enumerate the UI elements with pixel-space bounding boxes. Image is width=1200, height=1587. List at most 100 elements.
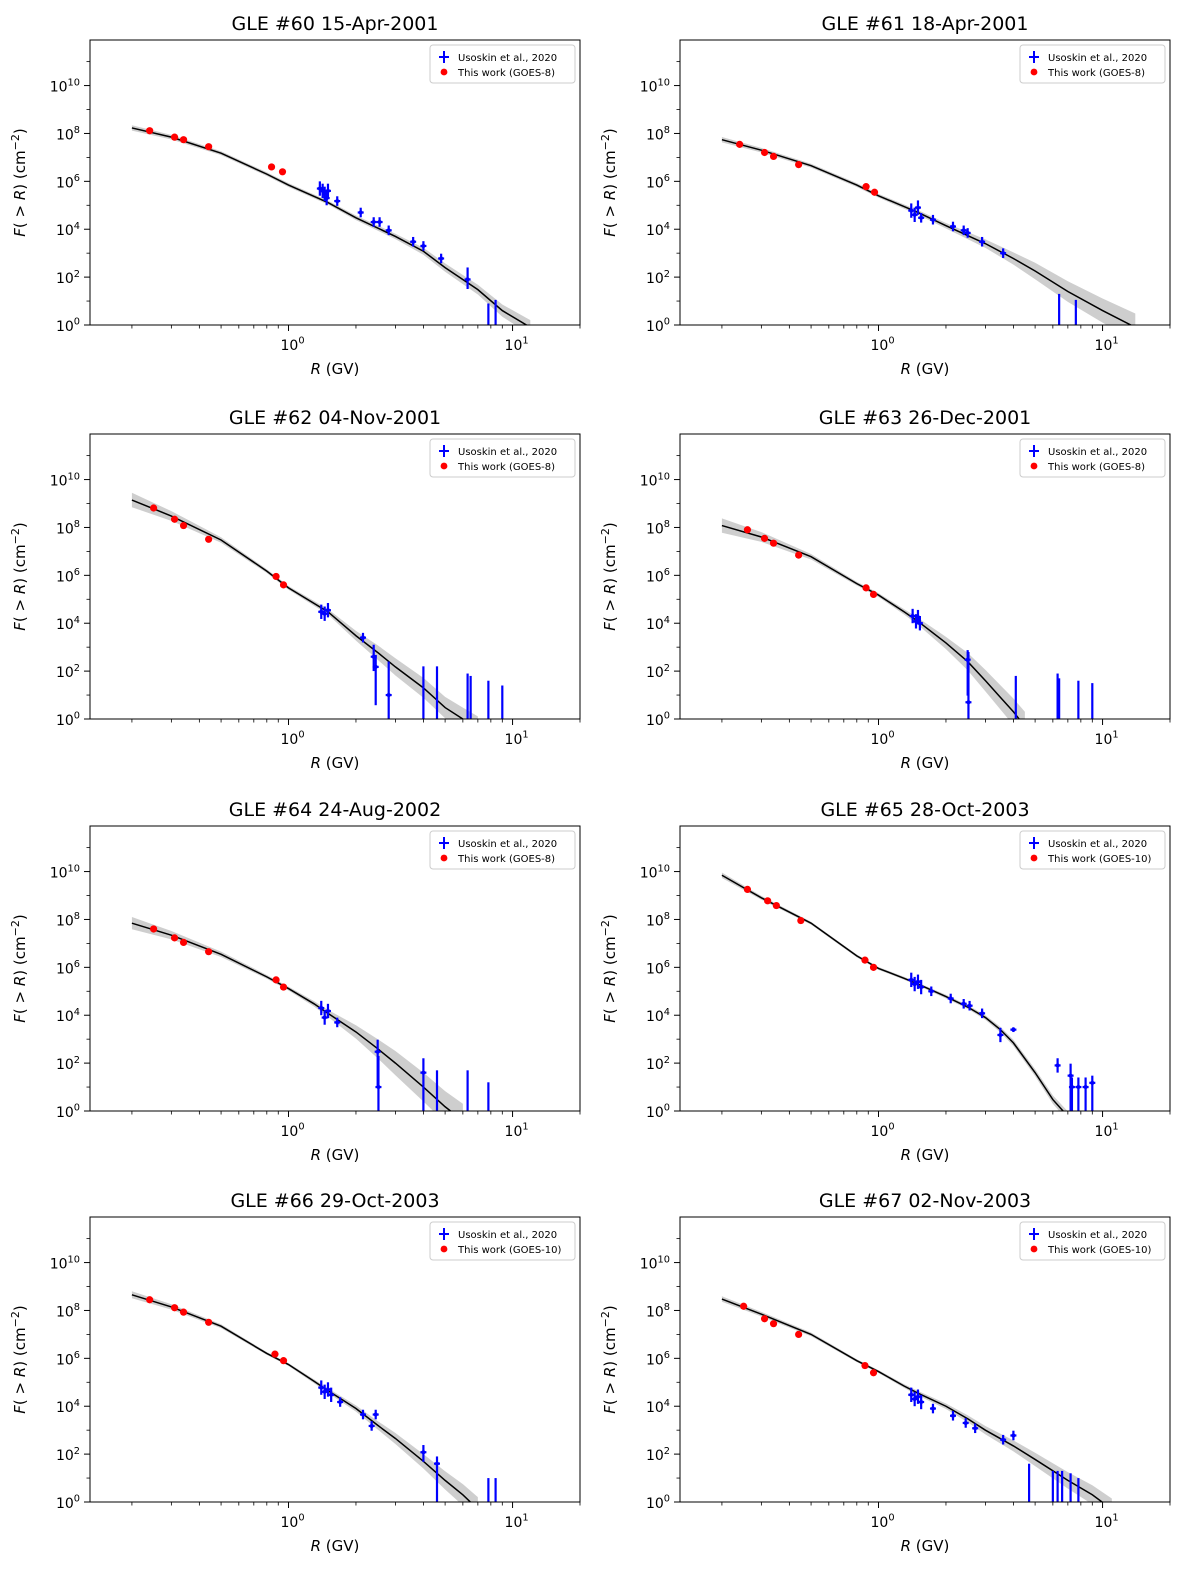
x-tick-label-exp: 0 xyxy=(298,1122,304,1133)
y-tick-label-base: 10 xyxy=(56,665,74,681)
y-tick-label-exp: 2 xyxy=(664,269,670,280)
usoskin-marker xyxy=(373,664,378,669)
x-tick-label: 101 xyxy=(1095,1122,1119,1140)
x-tick-label: 100 xyxy=(871,730,895,748)
y-tick-label-exp: 4 xyxy=(74,221,80,232)
uncertainty-band xyxy=(721,1296,1112,1502)
y-axis-op: ( > xyxy=(11,200,29,228)
fit-curve xyxy=(721,874,1065,1111)
usoskin-marker xyxy=(325,608,330,613)
y-axis-op: ( > xyxy=(601,200,619,228)
y-axis-exp: −2 xyxy=(599,920,612,936)
x-tick-label: 101 xyxy=(505,1513,529,1531)
y-tick-label-exp: 10 xyxy=(658,863,670,874)
x-tick-label: 100 xyxy=(871,1513,895,1531)
x-axis-var: R xyxy=(901,1146,911,1164)
y-axis-var: R xyxy=(11,976,29,986)
goes-point xyxy=(170,1304,179,1312)
x-tick-label-base: 10 xyxy=(1095,1515,1113,1531)
usoskin-marker xyxy=(912,212,917,217)
legend-goes-label: This work (GOES-8) xyxy=(457,854,555,865)
y-axis-label: F( > R) (cm−2) xyxy=(9,914,29,1022)
legend: Usoskin et al., 2020 This work (GOES-8) xyxy=(1019,44,1166,84)
usoskin-marker xyxy=(319,1006,324,1011)
y-tick-label-exp: 6 xyxy=(74,959,80,970)
y-axis-exp: −2 xyxy=(9,528,22,544)
y-tick-label-exp: 0 xyxy=(664,317,670,328)
x-axis-unit: (GV) xyxy=(911,360,949,378)
y-tick-label: 102 xyxy=(646,269,670,287)
usoskin-marker xyxy=(435,724,439,728)
y-tick-label: 100 xyxy=(56,317,80,335)
x-tick-label-base: 10 xyxy=(281,338,299,354)
uncertainty-band xyxy=(131,492,478,719)
y-tick-label-exp: 6 xyxy=(664,1350,670,1361)
fit-curve xyxy=(131,1294,472,1502)
y-tick-label-exp: 0 xyxy=(664,1494,670,1505)
y-axis-fn: F xyxy=(601,1405,619,1414)
usoskin-marker xyxy=(1076,1085,1081,1090)
goes-point xyxy=(772,901,780,910)
y-axis-exp: −2 xyxy=(599,134,612,150)
usoskin-marker xyxy=(322,1389,327,1394)
fit-curve xyxy=(131,499,465,719)
y-axis-var: R xyxy=(601,1367,619,1377)
y-tick-label-exp: 4 xyxy=(74,1007,80,1018)
legend-box xyxy=(429,44,576,84)
panel-title: GLE #63 26-Dec-2001 xyxy=(819,407,1032,429)
legend-box xyxy=(429,1221,576,1261)
goes-point xyxy=(760,1315,769,1323)
usoskin-marker xyxy=(465,277,470,282)
x-axis-label: R (GV) xyxy=(311,360,360,378)
y-tick-label-exp: 8 xyxy=(74,125,80,136)
legend-box xyxy=(429,438,576,478)
goes-point xyxy=(869,963,878,971)
usoskin-marker xyxy=(373,1412,378,1417)
legend-box xyxy=(1019,44,1166,84)
goes-point xyxy=(740,1302,748,1310)
usoskin-marker xyxy=(1027,1507,1031,1511)
y-axis-unit: ) (cm xyxy=(11,1327,29,1366)
usoskin-marker xyxy=(915,205,920,210)
x-tick-label-exp: 0 xyxy=(298,730,304,741)
panel-title: GLE #60 15-Apr-2001 xyxy=(232,13,439,35)
y-axis-exp: −2 xyxy=(599,528,612,544)
legend-goes-marker xyxy=(440,854,448,862)
legend-goes-marker xyxy=(440,1245,448,1253)
y-axis-close: ) xyxy=(601,914,619,920)
y-tick-label: 106 xyxy=(646,1350,670,1368)
y-axis-fn: F xyxy=(601,622,619,631)
y-tick-label: 104 xyxy=(646,615,670,633)
goes-point xyxy=(272,976,280,984)
x-tick-label: 100 xyxy=(281,730,305,748)
plot-area xyxy=(721,872,1096,1111)
legend-goes-label: This work (GOES-8) xyxy=(457,68,555,79)
y-axis-var: R xyxy=(11,584,29,594)
usoskin-marker xyxy=(919,1400,924,1405)
y-axis-op: ( > xyxy=(11,986,29,1014)
y-axis-exp: −2 xyxy=(9,134,22,150)
y-axis-fn: F xyxy=(601,1014,619,1023)
y-tick-label: 104 xyxy=(56,1398,80,1416)
usoskin-marker xyxy=(1001,251,1006,256)
y-tick-label-base: 10 xyxy=(56,1105,74,1121)
usoskin-marker xyxy=(486,1116,490,1120)
x-tick-label-exp: 0 xyxy=(888,730,894,741)
y-tick-label: 102 xyxy=(56,269,80,287)
y-axis-label: F( > R) (cm−2) xyxy=(9,128,29,236)
y-tick-label-base: 10 xyxy=(56,1400,74,1416)
x-axis-var: R xyxy=(311,754,321,772)
usoskin-marker xyxy=(1014,724,1018,728)
y-tick-label-exp: 0 xyxy=(664,711,670,722)
y-tick-label: 108 xyxy=(646,911,670,929)
y-tick-label-exp: 6 xyxy=(664,959,670,970)
legend-usoskin-label: Usoskin et al., 2020 xyxy=(1048,447,1147,458)
uncertainty-band xyxy=(721,136,1136,325)
usoskin-marker xyxy=(1090,724,1094,728)
goes-point xyxy=(743,885,752,893)
y-tick-label: 1010 xyxy=(640,1254,670,1272)
y-tick-label-exp: 0 xyxy=(664,1103,670,1114)
x-tick-label-base: 10 xyxy=(1095,732,1113,748)
x-tick-label: 100 xyxy=(281,1122,305,1140)
usoskin-marker xyxy=(486,330,490,334)
